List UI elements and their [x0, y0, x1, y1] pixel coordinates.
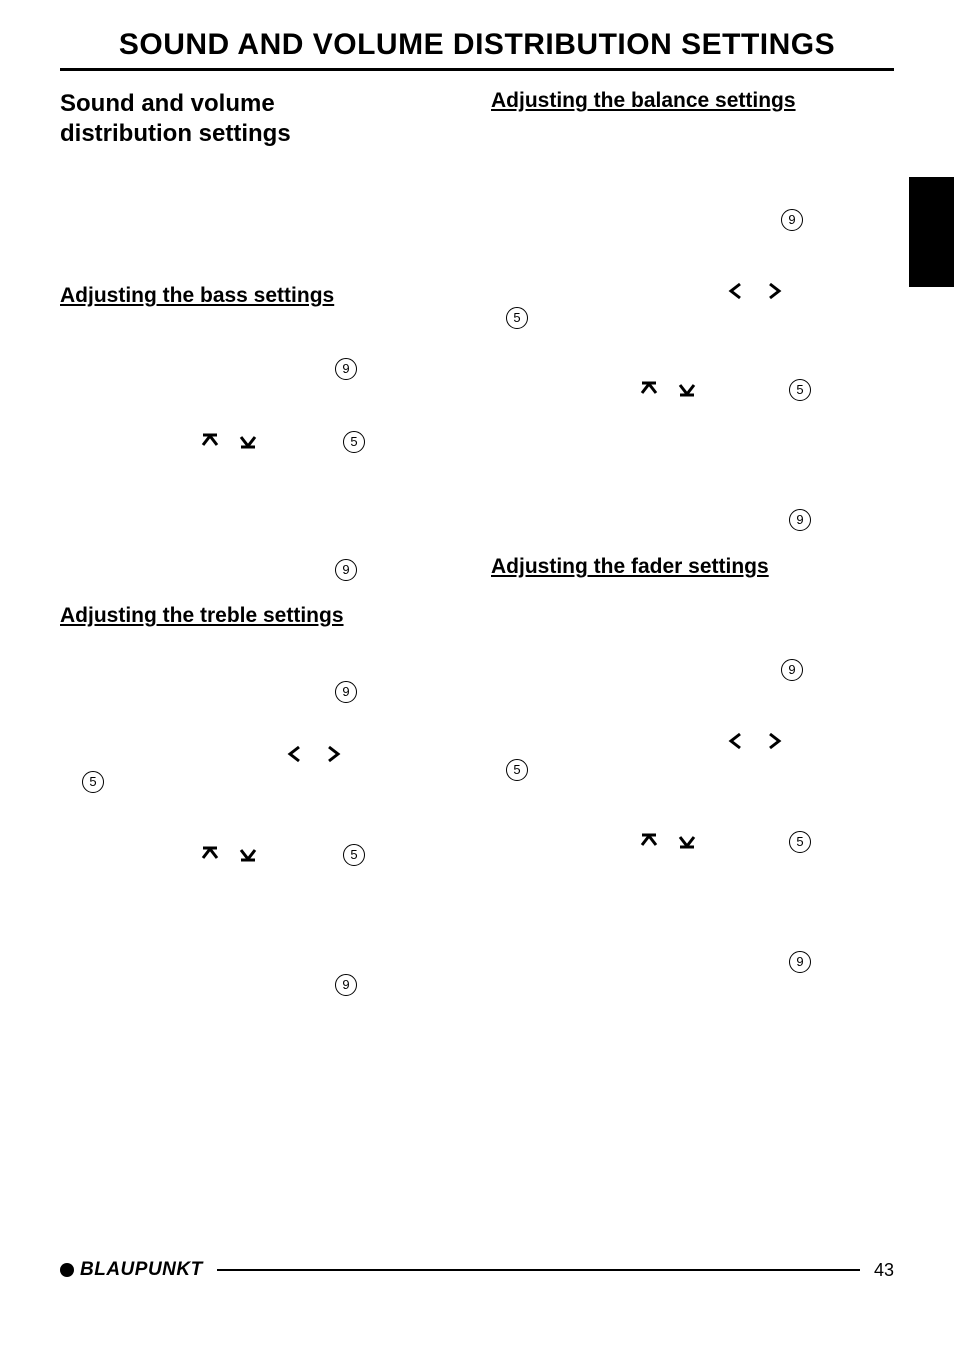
- treble-heading-wrap: Adjusting the treble settings: [60, 604, 344, 628]
- arrow-left-icon: [285, 744, 305, 764]
- footer-rule: [217, 1269, 860, 1271]
- arrow-up-icon: [200, 844, 220, 864]
- page-title: SOUND AND VOLUME DISTRIBUTION SETTINGS: [60, 28, 894, 62]
- fader-heading: Adjusting the fader settings: [491, 555, 769, 578]
- arrow-down-icon: [238, 431, 258, 451]
- up-down-arrows: [200, 431, 258, 451]
- brand-dot-icon: [60, 1263, 74, 1277]
- bass-heading-wrap: Adjusting the bass settings: [60, 284, 334, 308]
- arrow-right-icon: [764, 731, 784, 751]
- arrow-right-icon: [323, 744, 343, 764]
- arrow-up-icon: [200, 431, 220, 451]
- ref-9: 9: [789, 509, 811, 531]
- left-right-arrows: [726, 281, 784, 301]
- left-column: Sound and volume distribution settings A…: [60, 89, 463, 183]
- arrow-up-icon: [639, 379, 659, 399]
- ref-9: 9: [789, 951, 811, 973]
- ref-5: 5: [506, 307, 528, 329]
- side-tab: [909, 177, 954, 287]
- fader-heading-wrap: Adjusting the fader settings: [491, 555, 769, 579]
- arrow-down-icon: [238, 844, 258, 864]
- arrow-left-icon: [726, 281, 746, 301]
- section-title: Sound and volume distribution settings: [60, 89, 463, 149]
- brand-name: BLAUPUNKT: [80, 1259, 203, 1281]
- footer: BLAUPUNKT 43: [60, 1259, 894, 1281]
- ref-9: 9: [781, 659, 803, 681]
- page-header: SOUND AND VOLUME DISTRIBUTION SETTINGS: [60, 28, 894, 71]
- arrow-left-icon: [726, 731, 746, 751]
- left-right-arrows: [285, 744, 343, 764]
- up-down-arrows: [639, 379, 697, 399]
- up-down-arrows: [200, 844, 258, 864]
- ref-9: 9: [335, 681, 357, 703]
- ref-9: 9: [335, 559, 357, 581]
- arrow-right-icon: [764, 281, 784, 301]
- ref-5: 5: [343, 431, 365, 453]
- ref-5: 5: [789, 831, 811, 853]
- right-column: Adjusting the balance settings 9 5 5 9 A…: [491, 89, 894, 183]
- ref-5: 5: [506, 759, 528, 781]
- ref-9: 9: [335, 358, 357, 380]
- section-title-line1: Sound and volume: [60, 90, 275, 117]
- page-number: 43: [874, 1260, 894, 1281]
- ref-5: 5: [343, 844, 365, 866]
- brand: BLAUPUNKT: [60, 1259, 203, 1281]
- up-down-arrows: [639, 831, 697, 851]
- section-title-line2: distribution settings: [60, 120, 291, 147]
- ref-5: 5: [82, 771, 104, 793]
- ref-9: 9: [781, 209, 803, 231]
- arrow-up-icon: [639, 831, 659, 851]
- ref-9: 9: [335, 974, 357, 996]
- ref-5: 5: [789, 379, 811, 401]
- arrow-down-icon: [677, 379, 697, 399]
- left-right-arrows: [726, 731, 784, 751]
- balance-heading: Adjusting the balance settings: [491, 89, 796, 112]
- balance-heading-wrap: Adjusting the balance settings: [491, 89, 796, 113]
- treble-heading: Adjusting the treble settings: [60, 604, 344, 627]
- arrow-down-icon: [677, 831, 697, 851]
- bass-heading: Adjusting the bass settings: [60, 284, 334, 307]
